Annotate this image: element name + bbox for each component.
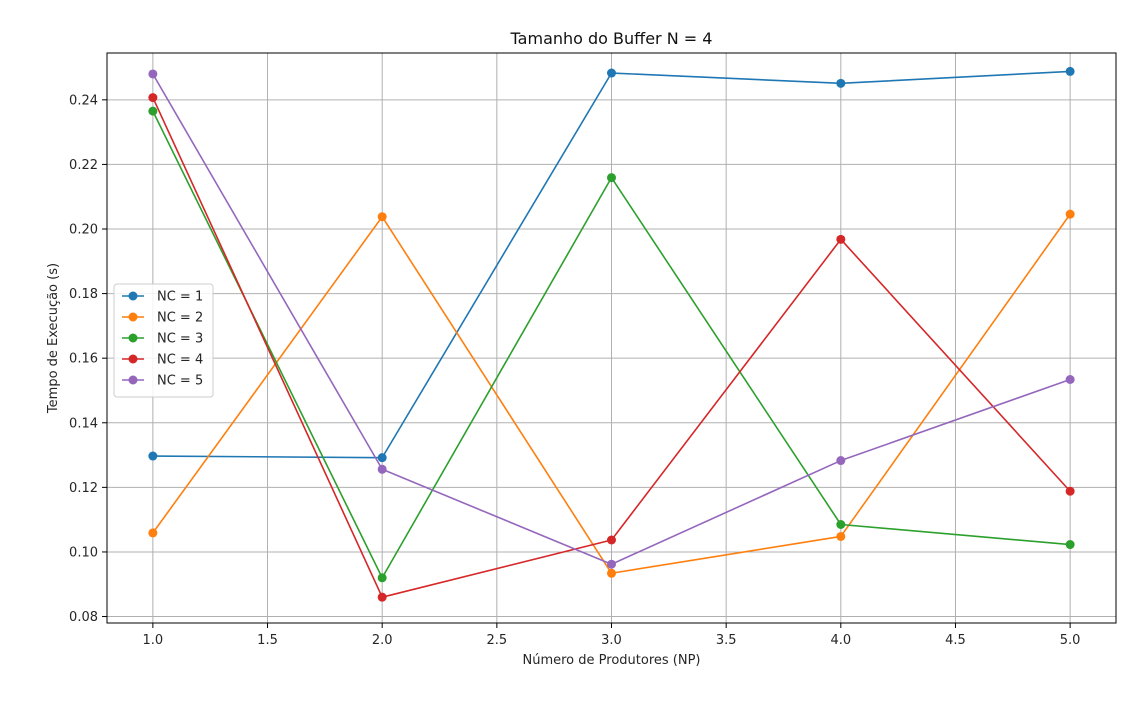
data-point [836,520,846,530]
series-3 [148,106,1075,583]
series-4 [148,93,1075,602]
legend-swatch-marker [128,333,138,343]
x-tick-label: 3.0 [601,633,622,648]
y-tick-label: 0.14 [69,416,98,431]
y-tick-label: 0.22 [69,158,98,173]
x-tick-label: 1.5 [257,633,278,648]
legend-swatch-marker [128,375,138,385]
y-axis-label: Tempo de Execução (s) [46,263,61,414]
data-point [836,234,846,244]
series-1 [148,66,1075,463]
series-layer [148,66,1075,602]
y-tick-label: 0.12 [69,481,98,496]
data-point [377,573,387,583]
y-tick-label: 0.24 [69,93,98,108]
data-point [836,78,846,88]
legend-item: NC = 4 [122,353,203,368]
x-tick-label: 2.5 [486,633,507,648]
legend-label: NC = 3 [157,332,203,347]
x-tick-label: 4.0 [830,633,851,648]
y-tick-label: 0.16 [69,352,98,367]
y-tick-label: 0.18 [69,287,98,302]
data-point [607,68,616,78]
x-axis-label: Número de Produtores (NP) [523,653,701,668]
legend-item: NC = 2 [122,311,203,326]
data-point [377,464,387,474]
y-tick-label: 0.20 [69,223,98,238]
x-tick-label: 3.5 [716,633,737,648]
data-point [377,453,387,463]
series-2 [148,209,1075,578]
data-point [836,531,846,541]
data-point [1065,66,1075,76]
x-tick-label: 2.0 [372,633,393,648]
data-point [1065,374,1075,384]
legend-label: NC = 2 [157,311,203,326]
x-tick-label: 5.0 [1060,633,1081,648]
data-point [607,535,616,545]
data-point [607,568,616,578]
legend-item: NC = 3 [122,332,203,347]
legend-item: NC = 5 [122,374,203,389]
data-point [377,212,387,222]
data-point [148,451,158,461]
y-tick-label: 0.08 [69,610,98,625]
data-point [1065,209,1075,219]
y-tick-label: 0.10 [69,545,98,560]
data-point [607,559,616,569]
data-point [148,528,158,538]
legend-label: NC = 5 [157,374,203,389]
ticks: 1.0 1.5 2.0 2.5 3.0 3.5 4.0 4.5 5.0 0.08 0.10 0.12 0… [69,93,1080,648]
legend: NC = 1 NC = 2 NC = 3 NC = 4 NC = 5 [113,283,214,398]
data-point [1065,540,1075,550]
x-tick-label: 4.5 [945,633,966,648]
x-tick-label: 1.0 [143,633,164,648]
legend-box [113,283,214,398]
legend-item: NC = 1 [122,290,203,305]
data-point [148,69,158,79]
data-point [836,456,846,466]
data-point [148,106,158,116]
data-point [377,592,387,602]
legend-swatch-marker [128,312,138,322]
series-5 [148,69,1075,569]
legend-label: NC = 1 [157,290,203,305]
legend-label: NC = 4 [157,353,203,368]
legend-swatch-marker [128,354,138,364]
data-point [148,93,158,103]
data-point [607,173,616,183]
data-point [1065,486,1075,496]
chart-title: Tamanho do Buffer N = 4 [510,29,713,48]
legend-swatch-marker [128,291,138,301]
